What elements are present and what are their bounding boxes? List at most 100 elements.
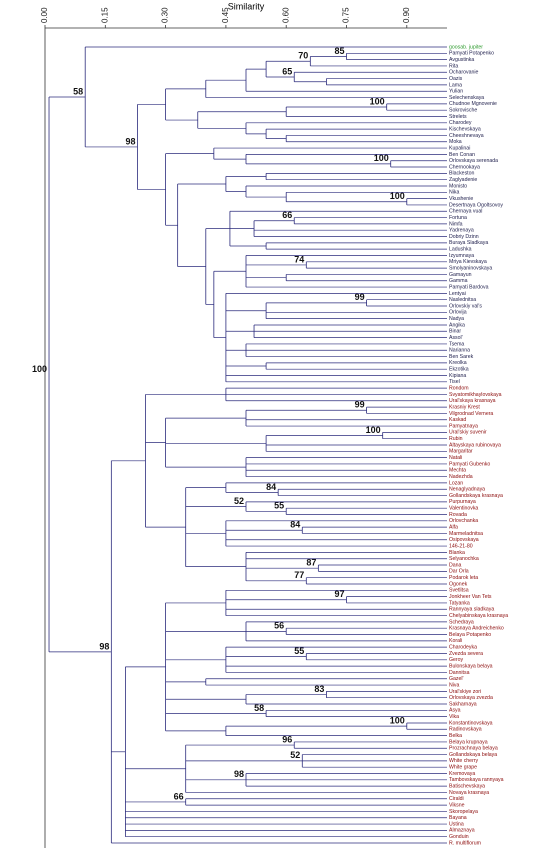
support-label: 97 [334, 589, 344, 599]
support-label: 100 [370, 96, 385, 106]
support-label: 66 [282, 210, 292, 220]
leaf-label: Alfa [449, 525, 458, 531]
leaf-label: Charodeyka [449, 645, 477, 651]
leaf-label: Ogonek [449, 581, 468, 587]
leaf-label: Ocharovanie [449, 70, 479, 76]
support-label: 58 [254, 703, 264, 713]
leaf-label: Nimfa [449, 221, 463, 227]
support-label: 52 [234, 496, 244, 506]
support-label: 74 [294, 254, 304, 264]
support-label: 100 [32, 364, 47, 374]
leaf-label: Batischevskaya [449, 784, 485, 790]
x-tick-label: 0.60 [281, 7, 290, 23]
leaf-label: Pamyati Gubenko [449, 461, 490, 467]
leaf-label: Charodey [449, 120, 472, 126]
leaf-label: Sokrovische [449, 108, 477, 114]
leaf-label: Orlovskaya serenada [449, 158, 498, 164]
leaf-label: Dobriy Dzinn [449, 234, 479, 240]
x-tick-label: 0.30 [161, 7, 170, 23]
leaf-label: 146-21-80 [449, 543, 473, 549]
support-label: 70 [298, 51, 308, 61]
leaf-label: Krasnaya Andreichenko [449, 626, 504, 632]
leaf-label: Rubin [449, 436, 463, 442]
leaf-label: Ben Conan [449, 152, 475, 158]
leaf-label: Skoropelaya [449, 809, 478, 815]
leaf-label: Pamyati Bardova [449, 284, 489, 290]
support-label: 56 [274, 621, 284, 631]
leaf-label: Buraya Sladkaya [449, 240, 488, 246]
leaf-label: Podarok leta [449, 575, 478, 581]
leaf-label: Ural'skaya krasnaya [449, 398, 496, 404]
support-label: 99 [355, 400, 365, 410]
support-label: 98 [99, 641, 109, 651]
leaf-label: Konstantinovskaya [449, 720, 493, 726]
x-tick-label: 0.45 [221, 7, 230, 23]
leaf-label: Margaritar [449, 449, 473, 455]
leaf-label: Schedraya [449, 619, 474, 625]
leaf-label: White cherry [449, 758, 479, 764]
leaf-label: Orlovskiy val's [449, 303, 482, 309]
leaf-label: Orlovchanka [449, 518, 478, 524]
leaf-label: Binar [449, 329, 461, 335]
leaf-label: Ural'skiy suvenir [449, 430, 487, 436]
leaf-label: Ustina [449, 821, 464, 827]
leaf-label: Svetlitsa [449, 588, 469, 594]
leaf-label: Dar Orla [449, 569, 469, 575]
leaf-label: Orlovija [449, 310, 467, 316]
leaf-label: goosab. jupiter [449, 44, 483, 50]
leaf-label: Chernookaya [449, 164, 480, 170]
support-label: 100 [366, 425, 381, 435]
leaf-label: Orlovskaya zvezda [449, 695, 493, 701]
leaf-label: Nadya [449, 316, 464, 322]
leaf-label: Ben Sarek [449, 354, 474, 360]
leaf-label: Gonduin [449, 834, 469, 840]
leaf-label: Narianna [449, 348, 470, 354]
leaf-label: Viksne [449, 802, 465, 808]
leaf-label: Almaznaya [449, 828, 475, 834]
support-label: 58 [73, 86, 83, 96]
leaf-label: Monisto [449, 183, 467, 189]
support-label: 100 [374, 153, 389, 163]
leaf-label: Kaskad [449, 417, 466, 423]
leaf-label: Belaya krupnaya [449, 739, 488, 745]
leaf-label: Yulian [449, 89, 463, 95]
support-label: 100 [390, 716, 405, 726]
leaf-label: Tambovskaya rannyaya [449, 777, 504, 783]
leaf-label: Tisel [449, 379, 460, 385]
leaf-label: Valentinovka [449, 506, 478, 512]
leaf-label: Assol' [449, 335, 463, 341]
leaf-label: Kreolka [449, 360, 467, 366]
leaf-label: Vkushenie [449, 196, 473, 202]
support-label: 98 [234, 769, 244, 779]
leaf-label: Rita [449, 63, 458, 69]
x-tick-label: 0.90 [402, 7, 411, 23]
leaf-label: Marmeladnitsa [449, 531, 483, 537]
leaf-label: Avgustinka [449, 57, 474, 63]
leaf-label: Tsema [449, 341, 464, 347]
leaf-label: Vilgrodnad Vernera [449, 411, 493, 417]
leaf-label: Jonkheer Van Tets [449, 594, 492, 600]
leaf-label: Rannyaya sladkaya [449, 607, 494, 613]
leaf-label: Nika [449, 190, 459, 196]
leaf-label: Lozan [449, 480, 463, 486]
leaf-label: Zvezda severa [449, 651, 483, 657]
support-label: 100 [390, 191, 405, 201]
leaf-label: Nadezhda [449, 474, 473, 480]
support-label: 84 [290, 520, 300, 530]
x-tick-label: 0.15 [100, 7, 109, 23]
leaf-label: Asya [449, 708, 461, 714]
support-label: 52 [290, 750, 300, 760]
leaf-label: Ladushka [449, 247, 472, 253]
leaf-label: Korali [449, 638, 462, 644]
leaf-label: Tatyanka [449, 600, 470, 606]
leaf-label: Selyanochka [449, 556, 479, 562]
axis-title: Similarity [228, 1, 265, 11]
leaf-label: Nenaglyadnaya [449, 487, 485, 493]
leaf-label: Mechta [449, 468, 466, 474]
leaf-label: Purpurnaya [449, 499, 476, 505]
leaf-label: Osipovskaya [449, 537, 479, 543]
leaf-label: Altayskaya rubinovaya [449, 442, 501, 448]
leaf-label: Svyatomikhaylovskaya [449, 392, 502, 398]
support-label: 96 [282, 734, 292, 744]
